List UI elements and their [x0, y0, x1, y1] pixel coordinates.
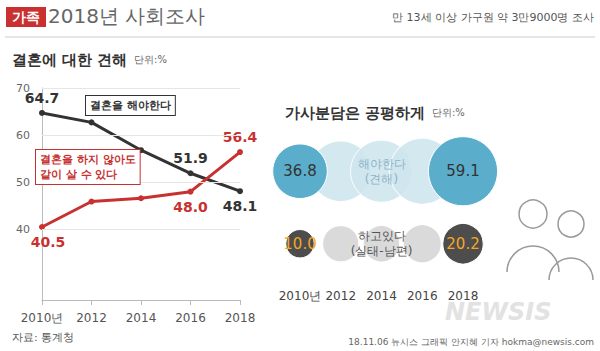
svg-text:만 13세 이상 가구원 약 3만9000명 조사: 만 13세 이상 가구원 약 3만9000명 조사 — [392, 11, 594, 24]
svg-text:18.11.06 뉴시스 그래픽 안지혜 기자 hokma@: 18.11.06 뉴시스 그래픽 안지혜 기자 hokma@newsis.com — [348, 337, 594, 347]
svg-text:NEWSIS: NEWSIS — [445, 298, 552, 326]
svg-text:(견해): (견해) — [365, 172, 398, 186]
svg-text:10.0: 10.0 — [283, 235, 316, 253]
svg-text:50: 50 — [16, 176, 30, 189]
svg-text:2018: 2018 — [448, 289, 479, 303]
svg-text:가사분담은 공평하게: 가사분담은 공평하게 — [285, 104, 425, 122]
svg-text:하고있다: 하고있다 — [358, 229, 406, 243]
svg-text:40.5: 40.5 — [31, 234, 66, 250]
svg-text:같이 살 수 있다: 같이 살 수 있다 — [40, 168, 118, 181]
svg-text:2012: 2012 — [325, 289, 356, 303]
svg-text:2018: 2018 — [225, 311, 256, 325]
svg-text:결혼에 대한 견해: 결혼에 대한 견해 — [12, 51, 127, 69]
svg-text:48.1: 48.1 — [223, 198, 258, 214]
svg-text:64.7: 64.7 — [25, 90, 60, 106]
svg-text:2018년 사회조사: 2018년 사회조사 — [48, 4, 205, 28]
svg-text:59.1: 59.1 — [446, 162, 479, 180]
svg-text:40: 40 — [16, 223, 30, 236]
svg-text:결혼을 해야한다: 결혼을 해야한다 — [90, 99, 171, 112]
svg-text:56.4: 56.4 — [223, 129, 258, 145]
svg-text:(실태-남편): (실태-남편) — [351, 244, 413, 258]
svg-text:48.0: 48.0 — [173, 199, 208, 215]
svg-text:단위:%: 단위:% — [134, 54, 167, 65]
svg-text:결혼을 하지 않아도: 결혼을 하지 않아도 — [40, 153, 136, 166]
svg-text:해야한다: 해야한다 — [358, 157, 406, 171]
svg-text:51.9: 51.9 — [173, 150, 208, 166]
svg-text:2010년: 2010년 — [21, 311, 64, 325]
svg-text:자료: 통계청: 자료: 통계청 — [12, 331, 74, 344]
svg-text:2016: 2016 — [407, 289, 438, 303]
svg-text:70: 70 — [16, 81, 30, 95]
svg-text:단위:%: 단위:% — [432, 107, 465, 118]
svg-text:가족: 가족 — [12, 9, 40, 25]
svg-text:2012: 2012 — [76, 311, 107, 325]
svg-text:36.8: 36.8 — [283, 162, 316, 180]
svg-text:60: 60 — [16, 129, 30, 142]
svg-text:20.2: 20.2 — [446, 235, 479, 253]
svg-text:2014: 2014 — [366, 289, 397, 303]
svg-text:2014: 2014 — [126, 311, 157, 325]
svg-text:2010년: 2010년 — [279, 289, 322, 303]
svg-text:2016: 2016 — [175, 311, 206, 325]
